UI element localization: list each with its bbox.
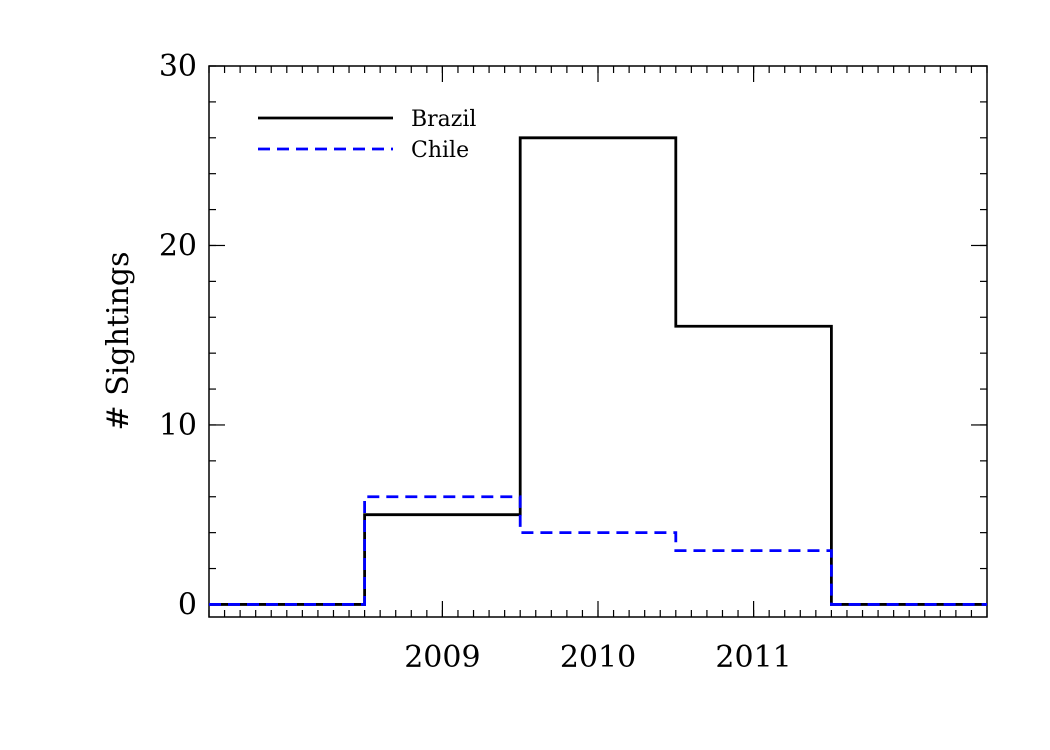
y-tick-label: 20 bbox=[159, 228, 197, 263]
series-brazil-line bbox=[209, 136, 987, 606]
y-tick-label: 10 bbox=[159, 408, 197, 443]
x-tick-label: 2009 bbox=[404, 640, 480, 675]
series-chile-line bbox=[209, 495, 987, 606]
tick-labels: 0 10 20 30 2009 2010 2011 bbox=[159, 49, 792, 675]
y-axis-label: # Sightings bbox=[101, 252, 136, 431]
series-lines bbox=[209, 136, 987, 606]
legend-label-chile: Chile bbox=[411, 138, 469, 163]
legend-label-brazil: Brazil bbox=[411, 107, 476, 132]
x-tick-label: 2010 bbox=[560, 640, 636, 675]
major-ticks bbox=[209, 65, 987, 617]
x-tick-label: 2011 bbox=[715, 640, 791, 675]
y-tick-label: 30 bbox=[159, 49, 197, 84]
y-tick-label: 0 bbox=[178, 587, 197, 622]
legend: Brazil Chile bbox=[258, 107, 476, 163]
